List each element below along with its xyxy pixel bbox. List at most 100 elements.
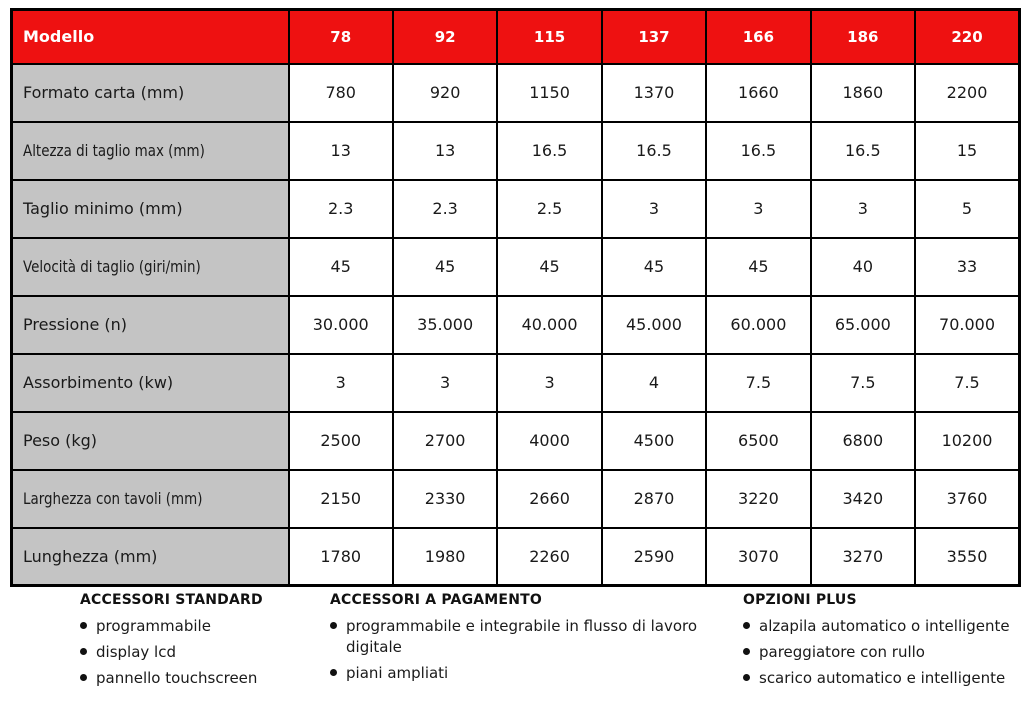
bullet-list: programmabile e integrabile in flusso di…	[330, 616, 708, 684]
spec-value: 60.000	[705, 294, 812, 355]
list-item: alzapila automatico o intelligente	[743, 616, 1031, 637]
list-item-text: piani ampliati	[346, 664, 449, 682]
spec-row: Taglio minimo (mm) 2.3 2.3 2.5 3 3 3 5	[10, 178, 1021, 239]
spec-value: 2590	[600, 526, 708, 587]
spec-value: 2.5	[496, 178, 603, 239]
section-title: ACCESSORI STANDARD	[80, 592, 263, 608]
spec-value: 2700	[391, 410, 499, 471]
bullet-icon	[743, 622, 750, 629]
spec-value: 45	[496, 236, 603, 297]
row-label: Pressione (n)	[10, 294, 290, 355]
spec-value: 65.000	[809, 294, 917, 355]
spec-row: Larghezza con tavoli (mm) 2150 2330 2660 287…	[10, 468, 1021, 529]
spec-value: 2870	[600, 468, 708, 529]
row-label: Taglio minimo (mm)	[10, 178, 290, 239]
spec-value: 16.5	[600, 120, 708, 181]
spec-value: 1780	[287, 526, 394, 587]
list-item: programmabile	[80, 616, 332, 637]
spec-value: 3220	[705, 468, 812, 529]
spec-value: 5	[914, 178, 1021, 239]
spec-value: 2660	[496, 468, 603, 529]
list-item: pannello touchscreen	[80, 668, 332, 689]
spec-value: 1980	[391, 526, 499, 587]
model-header-115: 115	[496, 8, 603, 65]
model-header-166: 166	[705, 8, 812, 65]
row-label: Altezza di taglio max (mm)	[10, 120, 290, 181]
spec-value: 15	[914, 120, 1021, 181]
list-item: pareggiatore con rullo	[743, 642, 1031, 663]
section-opzioni-plus: OPZIONI PLUS alzapila automatico o intell…	[743, 592, 1031, 694]
spec-value: 16.5	[705, 120, 812, 181]
spec-value: 3	[600, 178, 708, 239]
bullet-icon	[330, 622, 337, 629]
spec-value: 3270	[809, 526, 917, 587]
spec-value: 45	[391, 236, 499, 297]
spec-value: 13	[287, 120, 394, 181]
modello-header-cell: Modello	[10, 8, 290, 65]
bullet-list: programmabile display lcd pannello touchsc…	[80, 616, 332, 689]
spec-value: 4	[600, 352, 708, 413]
spec-row: Pressione (n) 30.000 35.000 40.000 45.000 60.…	[10, 294, 1021, 355]
bullet-icon	[80, 622, 87, 629]
list-item-text: pareggiatore con rullo	[759, 643, 925, 661]
spec-value: 7.5	[705, 352, 812, 413]
spec-value: 780	[287, 62, 394, 123]
spec-value: 16.5	[496, 120, 603, 181]
list-item-text: display lcd	[96, 643, 176, 661]
spec-value: 45	[287, 236, 394, 297]
spec-row: Formato carta (mm) 780 920 1150 1370 1660 1860…	[10, 62, 1021, 123]
section-accessori-a-pagamento: ACCESSORI A PAGAMENTO programmabile e int…	[330, 592, 708, 689]
spec-value: 45	[705, 236, 812, 297]
row-label: Formato carta (mm)	[10, 62, 290, 123]
row-label: Lunghezza (mm)	[10, 526, 290, 587]
spec-value: 3	[809, 178, 917, 239]
accessories-sections: ACCESSORI STANDARD programmabile display l…	[0, 592, 1033, 702]
spec-value: 2200	[914, 62, 1021, 123]
spec-value: 40	[809, 236, 917, 297]
spec-value: 2330	[391, 468, 499, 529]
spec-value: 3	[391, 352, 499, 413]
row-label: Velocità di taglio (giri/min)	[10, 236, 290, 297]
list-item-text: programmabile	[96, 617, 211, 635]
bullet-icon	[743, 674, 750, 681]
spec-value: 33	[914, 236, 1021, 297]
section-title: ACCESSORI A PAGAMENTO	[330, 592, 542, 608]
spec-table: Modello 78 92 115 137 166 186 220 Formato cart…	[10, 8, 1021, 587]
spec-value: 13	[391, 120, 499, 181]
spec-value: 2260	[496, 526, 603, 587]
spec-value: 2.3	[287, 178, 394, 239]
spec-value: 4500	[600, 410, 708, 471]
spec-value: 45	[600, 236, 708, 297]
bullet-icon	[80, 674, 87, 681]
spec-value: 40.000	[496, 294, 603, 355]
section-title: OPZIONI PLUS	[743, 592, 857, 608]
spec-value: 3420	[809, 468, 917, 529]
spec-value: 35.000	[391, 294, 499, 355]
list-item-text: alzapila automatico o intelligente	[759, 617, 1010, 635]
spec-row: Altezza di taglio max (mm) 13 13 16.5 16.5 16…	[10, 120, 1021, 181]
spec-value: 6500	[705, 410, 812, 471]
bullet-icon	[330, 669, 337, 676]
spec-value: 7.5	[914, 352, 1021, 413]
spec-value: 1860	[809, 62, 917, 123]
spec-value: 1660	[705, 62, 812, 123]
spec-row: Lunghezza (mm) 1780 1980 2260 2590 3070 3270 35…	[10, 526, 1021, 587]
spec-value: 6800	[809, 410, 917, 471]
list-item: piani ampliati	[330, 663, 708, 684]
list-item: display lcd	[80, 642, 332, 663]
bullet-icon	[743, 648, 750, 655]
spec-value: 3	[705, 178, 812, 239]
row-label: Larghezza con tavoli (mm)	[10, 468, 290, 529]
spec-value: 920	[391, 62, 499, 123]
row-label: Assorbimento (kw)	[10, 352, 290, 413]
row-label: Peso (kg)	[10, 410, 290, 471]
bullet-list: alzapila automatico o intelligente paregg…	[743, 616, 1031, 689]
model-header-137: 137	[600, 8, 708, 65]
spec-value: 3070	[705, 526, 812, 587]
spec-value: 3550	[914, 526, 1021, 587]
spec-value: 3760	[914, 468, 1021, 529]
spec-value: 1150	[496, 62, 603, 123]
list-item-text: scarico automatico e intelligente	[759, 669, 1006, 687]
spec-row: Velocità di taglio (giri/min) 45 45 45 45 45 4…	[10, 236, 1021, 297]
